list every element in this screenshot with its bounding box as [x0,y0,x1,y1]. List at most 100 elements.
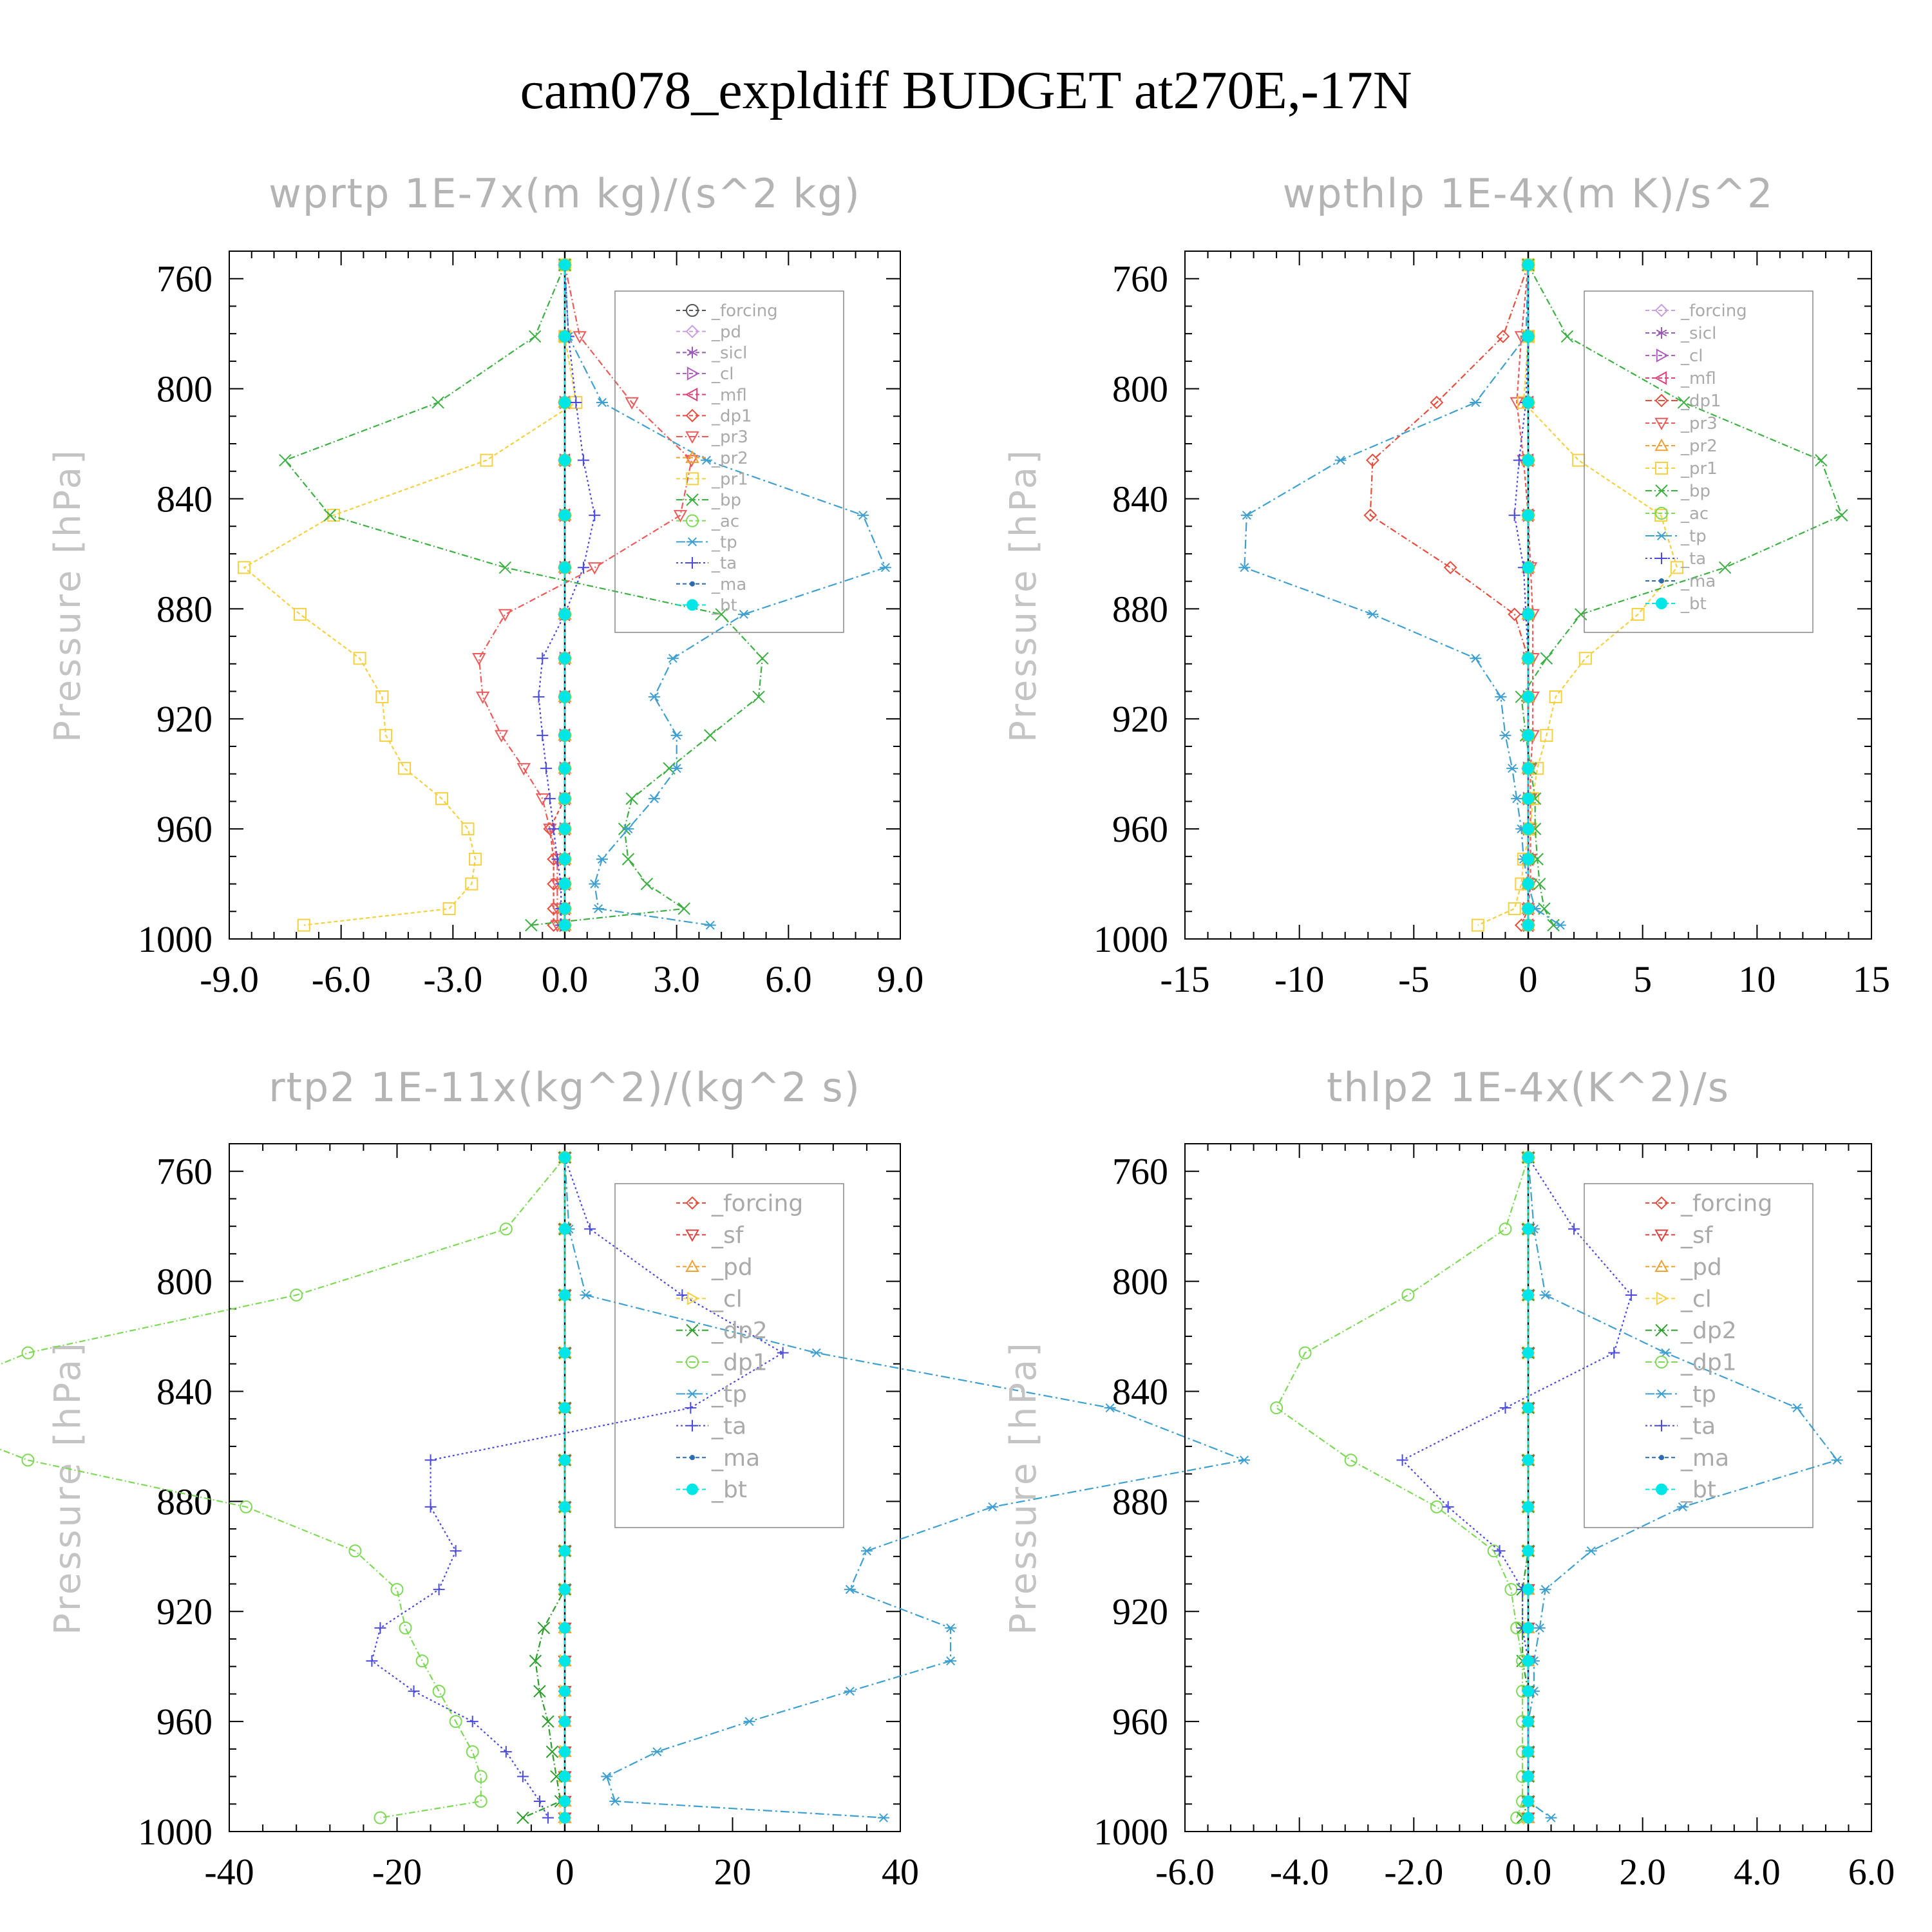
data-point [1522,1501,1534,1513]
data-point [777,1347,789,1359]
series-line [478,265,692,925]
x-tick-label: 3.0 [653,958,700,1000]
legend-label: _dp1 [1680,392,1721,411]
y-tick-label: 840 [156,1370,213,1412]
y-tick-label: 760 [156,258,213,300]
data-point [545,1745,559,1758]
data-point [860,1546,873,1556]
legend-marker [685,1229,699,1242]
data-point [498,561,512,574]
y-tick-label: 880 [1112,1481,1168,1522]
legend-entry: _ma [676,1445,760,1472]
legend-marker [687,1419,698,1432]
legend-label: _mfl [1680,369,1716,388]
legend-label: _dp1 [1680,1350,1737,1376]
legend-entry: _dp2 [676,1318,768,1344]
data-point [21,1454,35,1467]
data-point [1522,903,1534,915]
data-point [1631,607,1645,621]
legend-entry: _pr2 [676,449,748,468]
data-point [1522,330,1534,343]
data-point [424,1454,437,1466]
x-tick-label: 15 [1853,958,1890,1000]
data-point [1522,823,1534,835]
data-point [1522,1812,1534,1824]
legend-entry: _cl [676,1286,743,1312]
data-point [1578,652,1592,665]
legend-label: _ac [711,512,739,531]
series-pr3 [472,260,699,933]
legend-label: _ta [711,1413,746,1439]
legend-label: _ta [711,554,737,573]
legend-entry: _mfl [1645,369,1716,388]
legend-marker [1656,1389,1667,1399]
legend-entry: _sicl [1645,324,1716,343]
legend-entry: _sf [1645,1222,1714,1249]
data-point [1625,1289,1637,1301]
y-tick-label: 760 [1112,1151,1168,1193]
data-point [1522,1685,1534,1698]
data-point [323,509,337,522]
x-tick-label: 0.0 [1505,1851,1552,1893]
data-point [1522,1402,1534,1414]
data-point [433,1584,445,1596]
data-point [651,1747,663,1757]
legend-label: _bp [711,491,741,510]
data-point [469,853,482,866]
series-line [1275,1157,1530,1818]
legend-label: _sf [1680,1222,1714,1249]
y-tick-label: 840 [1112,1370,1168,1412]
data-point [756,652,769,665]
legend-label: _forcing [711,1191,803,1217]
legend-marker [1656,1419,1667,1432]
data-point [494,730,509,743]
data-point [577,454,589,466]
y-tick-label: 920 [1112,698,1168,740]
data-point [1585,1546,1597,1556]
data-point [1506,764,1519,773]
y-tick-label: 1000 [1094,1811,1168,1853]
data-point [353,652,366,665]
data-point [431,396,444,409]
data-point [1533,1623,1546,1633]
legend-marker [1655,484,1668,497]
x-tick-label: 6.0 [765,958,812,1000]
legend-entry: _dp1 [676,406,752,426]
data-point [398,762,412,775]
data-point [1508,509,1520,522]
data-point [673,509,688,523]
legend-label: _tp [711,533,737,552]
data-point [408,1685,420,1698]
data-point [529,1654,542,1667]
data-point [587,562,602,575]
data-point [415,1654,429,1668]
data-point [1508,902,1521,916]
legend-entry: _ac [1645,504,1709,524]
legend-marker [1655,462,1668,475]
x-tick-label: 2.0 [1619,1851,1666,1893]
series-bt [1522,259,1534,931]
data-point [442,902,456,916]
data-point [528,330,542,343]
y-tick-label: 880 [156,1481,213,1522]
y-tick-label: 760 [156,1151,213,1193]
data-point [670,730,683,740]
data-point [1522,1454,1534,1466]
legend-marker [1654,1229,1669,1242]
data-point [1676,1502,1689,1511]
data-point [475,691,490,705]
legend-marker [1656,598,1667,609]
legend-box [1584,1183,1814,1528]
data-point [449,1715,462,1728]
data-point [1522,729,1534,741]
data-point [480,453,493,467]
data-point [677,902,690,915]
data-point [559,1685,571,1698]
legend-label: _forcing [711,301,778,321]
x-tick-label: -3.0 [423,958,482,1000]
data-point [1298,1346,1312,1359]
legend-entry: _cl [1645,346,1703,366]
legend-entry: _dp2 [1645,1318,1737,1344]
data-point [1522,762,1534,775]
